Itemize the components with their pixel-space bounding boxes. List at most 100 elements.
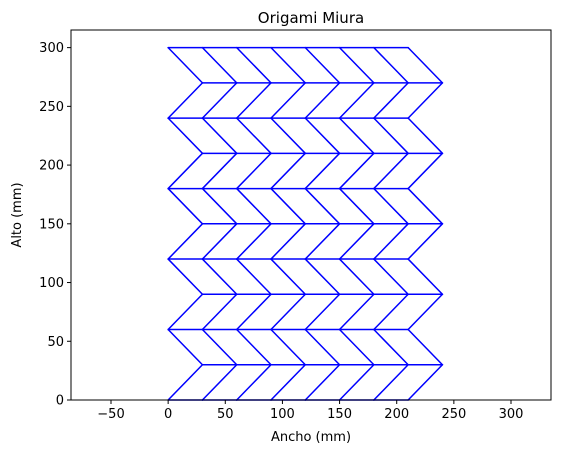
crease-line-diagonal — [304, 152, 341, 190]
crease-line-diagonal — [270, 223, 307, 260]
crease-line-diagonal — [167, 328, 204, 366]
crease-line-diagonal — [167, 293, 204, 331]
y-tick-label: 300 — [39, 41, 64, 56]
crease-line-diagonal — [201, 82, 238, 119]
crease-line-diagonal — [304, 46, 341, 84]
crease-line-diagonal — [373, 187, 409, 225]
crease-line-diagonal — [235, 258, 272, 296]
crease-line-diagonal — [167, 258, 204, 296]
crease-line-diagonal — [201, 293, 238, 331]
crease-line-diagonal — [270, 187, 307, 225]
crease-line-diagonal — [373, 293, 409, 331]
crease-line-diagonal — [201, 187, 238, 225]
crease-line-diagonal — [338, 293, 375, 331]
chart-title: Origami Miura — [258, 9, 364, 27]
crease-line-diagonal — [235, 293, 272, 331]
crease-line-diagonal — [235, 46, 272, 84]
crease-line-diagonal — [407, 82, 444, 119]
x-axis-label: Ancho (mm) — [271, 430, 351, 445]
crease-line-diagonal — [270, 258, 307, 296]
crease-line-diagonal — [373, 117, 409, 155]
crease-line-diagonal — [270, 293, 307, 331]
crease-line-diagonal — [270, 152, 307, 190]
crease-line-diagonal — [407, 117, 444, 155]
crease-line-diagonal — [167, 223, 204, 260]
crease-line-diagonal — [201, 258, 238, 296]
crease-line-diagonal — [304, 223, 341, 260]
plot-lines — [167, 46, 444, 401]
crease-line-diagonal — [167, 117, 204, 155]
crease-line-diagonal — [338, 82, 375, 119]
crease-line-diagonal — [373, 82, 409, 119]
crease-line-diagonal — [373, 364, 409, 401]
y-tick-label: 0 — [56, 394, 64, 409]
crease-line-diagonal — [167, 364, 204, 401]
crease-line-diagonal — [235, 223, 272, 260]
crease-line-diagonal — [201, 117, 238, 155]
crease-line-diagonal — [373, 152, 409, 190]
crease-line-diagonal — [407, 223, 444, 260]
y-tick-label: 100 — [39, 276, 64, 291]
crease-line-diagonal — [167, 82, 204, 119]
crease-line-diagonal — [235, 152, 272, 190]
x-tick-label: 300 — [499, 407, 524, 422]
crease-line-diagonal — [270, 82, 307, 119]
crease-line-diagonal — [235, 328, 272, 366]
crease-line-diagonal — [373, 223, 409, 260]
crease-line-diagonal — [304, 258, 341, 296]
crease-line-diagonal — [338, 364, 375, 401]
crease-line-diagonal — [201, 364, 238, 401]
crease-line-diagonal — [235, 82, 272, 119]
y-tick-label: 250 — [39, 100, 64, 115]
crease-line-diagonal — [304, 293, 341, 331]
crease-line-diagonal — [338, 46, 375, 84]
crease-line-diagonal — [373, 328, 409, 366]
crease-line-diagonal — [167, 46, 204, 84]
crease-line-diagonal — [235, 117, 272, 155]
x-tick-label: 50 — [217, 407, 234, 422]
crease-line-diagonal — [338, 117, 375, 155]
crease-line-diagonal — [235, 187, 272, 225]
crease-line-diagonal — [201, 328, 238, 366]
crease-line-diagonal — [338, 223, 375, 260]
crease-line-diagonal — [338, 258, 375, 296]
crease-line-diagonal — [338, 187, 375, 225]
crease-line-diagonal — [373, 46, 409, 84]
crease-line-diagonal — [201, 223, 238, 260]
crease-line-diagonal — [201, 46, 238, 84]
y-tick-label: 200 — [39, 159, 64, 174]
crease-line-diagonal — [407, 258, 444, 296]
y-axis-label: Alto (mm) — [10, 182, 25, 247]
crease-line-diagonal — [304, 187, 341, 225]
x-tick-label: −50 — [97, 407, 124, 422]
crease-line-diagonal — [201, 152, 238, 190]
y-tick-label: 50 — [47, 335, 64, 350]
x-tick-label: 100 — [270, 407, 295, 422]
crease-line-diagonal — [338, 328, 375, 366]
crease-line-diagonal — [270, 364, 307, 401]
y-axis: 0 50 100 150 200 250 300 — [39, 41, 71, 409]
crease-line-diagonal — [270, 117, 307, 155]
crease-line-diagonal — [235, 364, 272, 401]
crease-line-diagonal — [304, 364, 341, 401]
y-tick-label: 150 — [39, 217, 64, 232]
crease-line-diagonal — [304, 328, 341, 366]
crease-line-diagonal — [407, 187, 444, 225]
x-tick-label: 0 — [164, 407, 172, 422]
crease-line-diagonal — [407, 46, 444, 84]
crease-line-diagonal — [407, 293, 444, 331]
x-tick-label: 150 — [327, 407, 352, 422]
crease-line-diagonal — [338, 152, 375, 190]
crease-line-diagonal — [167, 187, 204, 225]
x-tick-label: 250 — [441, 407, 466, 422]
crease-line-diagonal — [270, 46, 307, 84]
x-axis: −50 0 50 100 150 200 250 300 — [97, 400, 523, 422]
x-tick-label: 200 — [384, 407, 409, 422]
crease-line-diagonal — [373, 258, 409, 296]
crease-line-diagonal — [407, 152, 444, 190]
plot-frame — [70, 29, 552, 401]
crease-line-diagonal — [167, 152, 204, 190]
crease-line-diagonal — [304, 117, 341, 155]
crease-line-diagonal — [270, 328, 307, 366]
